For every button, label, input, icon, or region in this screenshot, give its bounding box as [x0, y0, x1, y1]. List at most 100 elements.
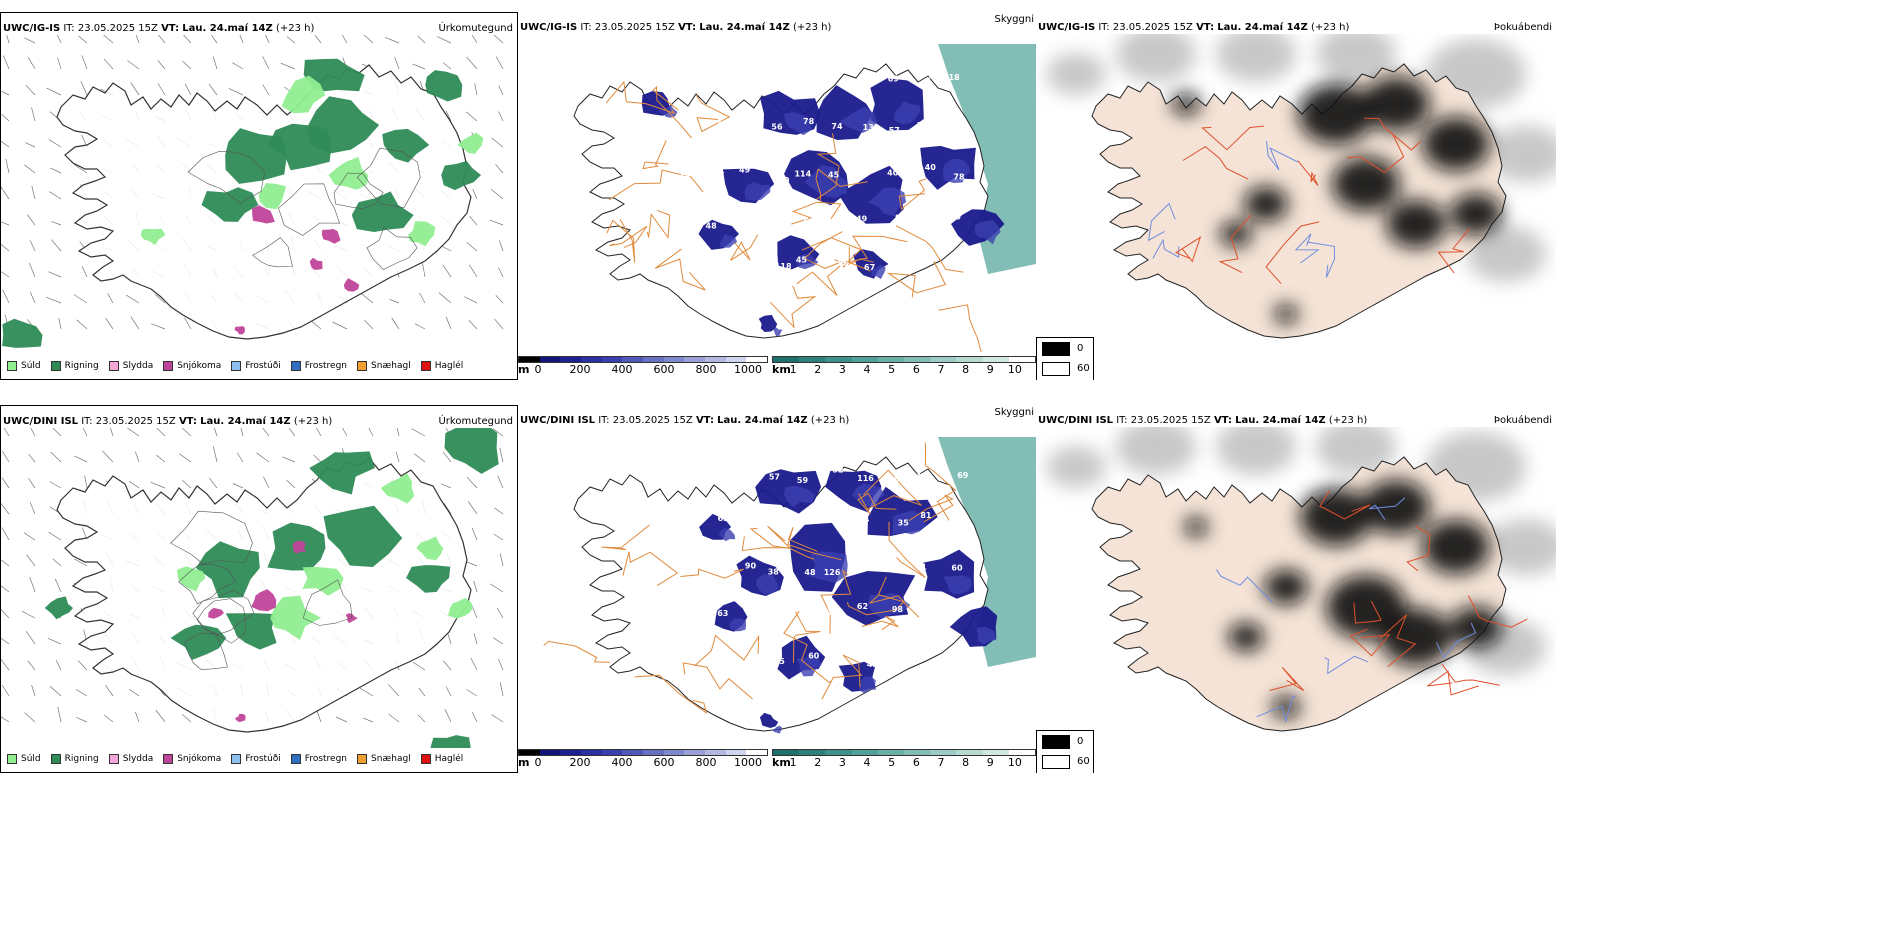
cloud-base-label: 59	[827, 72, 839, 81]
legend-item: Haglél	[420, 754, 463, 764]
colorbar-step	[705, 750, 726, 755]
colorbar-tick: 1	[789, 363, 797, 376]
legend-item: Snjókoma	[163, 361, 221, 371]
cloud-base-label: 49	[856, 214, 868, 223]
legend-swatch	[108, 361, 119, 371]
colorbar-step	[581, 357, 602, 362]
cloud-base-label: 118	[943, 73, 960, 82]
legend-label: Súld	[21, 754, 41, 764]
cloud-base-label: 79	[803, 78, 815, 87]
cloud-base-label: 40	[925, 163, 937, 172]
legend-item: Súld	[7, 361, 41, 371]
panel-title: UWC/DINI ISL IT: 23.05.2025 15Z VT: Lau.…	[3, 416, 333, 427]
cloud-base-label: 52	[832, 466, 843, 475]
colorbar-step	[560, 750, 582, 755]
cloud-base-label: 61	[916, 563, 928, 572]
cloud-map: 21 47 104 58 79 59 66 69 51 118 60 65 60 56 78 74 130 57 7…	[573, 44, 1036, 352]
legend-swatch	[7, 361, 17, 371]
colorbar-tick: 600	[653, 363, 675, 376]
cloud-base-label: 161	[676, 476, 693, 485]
fog-panel-bottom: UWC/DINI ISL IT: 23.05.2025 15Z VT: Lau.…	[1036, 405, 1556, 773]
fog-legend-swatch	[1042, 755, 1070, 769]
legend-item: Snæhagl	[357, 361, 411, 371]
colorbar-step	[560, 357, 582, 362]
cloud-base-label: 98	[892, 605, 904, 614]
cloud-base-label: 32	[679, 170, 690, 179]
colorbar-labels: km 1 2 3 4 5 6 7 8 9 10	[772, 756, 1036, 770]
colorbar-tick: 2	[814, 363, 822, 376]
cloud-base-label: 67	[864, 263, 875, 272]
cloud-base-label: 130	[863, 123, 880, 132]
colorbar-tick: 2	[814, 756, 822, 769]
colorbar-tick: 4	[863, 756, 871, 769]
legend-label: Haglél	[434, 361, 464, 371]
colorbar-tick: 1	[789, 756, 797, 769]
cloud-base-label: 60	[738, 118, 750, 127]
legend-swatch	[357, 754, 368, 764]
colorbar-step	[725, 357, 747, 362]
precip-map	[1, 428, 504, 748]
colorbar-tick: 6	[912, 756, 920, 769]
cloud-base-label: 56	[838, 259, 850, 268]
cloud-base-label: 48	[804, 568, 816, 577]
legend-label: Frostregn	[304, 754, 348, 764]
panel-name: Þokuábendi	[1493, 22, 1552, 33]
colorbar-tick: 9	[986, 756, 994, 769]
colorbar-step	[799, 750, 826, 755]
colorbar-tick: 200	[569, 363, 591, 376]
fog-legend: 0 60	[1036, 730, 1094, 773]
colorbar-step	[622, 357, 644, 362]
cloud-base-label: 20	[778, 176, 790, 185]
cloud-base-label: 78	[803, 117, 815, 126]
cloud-base-label: 47	[712, 651, 723, 660]
legend-label: Rigning	[64, 361, 99, 371]
cloud-base-label: 58	[775, 83, 787, 92]
colorbar-step	[705, 357, 726, 362]
fog-legend-swatch	[1042, 735, 1070, 749]
fog-map	[1046, 427, 1556, 732]
colorbar-labels: m 0 200 400 600 800 1000	[518, 756, 768, 770]
cloud-base-label: 55	[774, 657, 786, 666]
cloud-base-label: 45	[796, 255, 808, 264]
legend-swatch	[163, 361, 174, 371]
cloud-base-label: 81	[920, 511, 932, 520]
colorbar-tick: 600	[653, 756, 675, 769]
cloud-base-label: 65	[717, 121, 729, 130]
cloud-base-label: 50	[685, 606, 697, 615]
visibility-colorbar: km 1 2 3 4 5 6 7 8 9 10	[772, 749, 1036, 770]
colorbar-step	[539, 357, 561, 362]
cloud-base-label: 47	[707, 78, 718, 87]
colorbar-step	[877, 357, 905, 362]
legend-item: Snæhagl	[357, 754, 411, 764]
cloud-base-label: 74	[831, 122, 843, 131]
cloud-base-label: 57	[769, 473, 780, 482]
cloud-base-label: 63	[717, 609, 728, 618]
colorbar-unit: m	[518, 756, 530, 769]
cloud-base-label: 66	[889, 475, 901, 484]
cloud-base-label: 100	[798, 517, 815, 526]
cloud-base-label: 77	[917, 121, 928, 130]
panel-title: UWC/DINI ISL IT: 23.05.2025 15Z VT: Lau.…	[520, 415, 850, 426]
legend-item: Frostúði	[231, 361, 281, 371]
cloud-base-label: 59	[797, 476, 809, 485]
cloud-base-label: 34	[858, 515, 870, 524]
fog-legend-swatch	[1042, 342, 1070, 356]
cloud-base-label: 40	[887, 168, 899, 177]
colorbar-tick: 7	[937, 756, 945, 769]
cloud-base-label: 39	[739, 261, 751, 270]
cloud-base-label: 70	[949, 256, 961, 265]
precip-legend: Súld Rigning Slydda Snjókoma Frostúði Frostre…	[7, 754, 463, 764]
visibility-colorbar: km 1 2 3 4 5 6 7 8 9 10	[772, 356, 1036, 377]
fog-legend-label: 0	[1077, 736, 1084, 747]
colorbar-step	[539, 750, 561, 755]
cloud-base-label: 60	[951, 564, 963, 573]
legend-swatch	[290, 754, 301, 764]
colorbar-step	[581, 750, 602, 755]
fog-legend-label: 60	[1077, 756, 1090, 767]
cloud-base-label: 85	[685, 555, 697, 564]
colorbar-step	[877, 750, 905, 755]
cloud-base-label: 99	[899, 266, 911, 275]
colorbar-step	[684, 750, 706, 755]
fog-legend-label: 60	[1077, 363, 1090, 374]
cloud-base-colorbar: m 0 200 400 600 800 1000	[518, 356, 768, 377]
